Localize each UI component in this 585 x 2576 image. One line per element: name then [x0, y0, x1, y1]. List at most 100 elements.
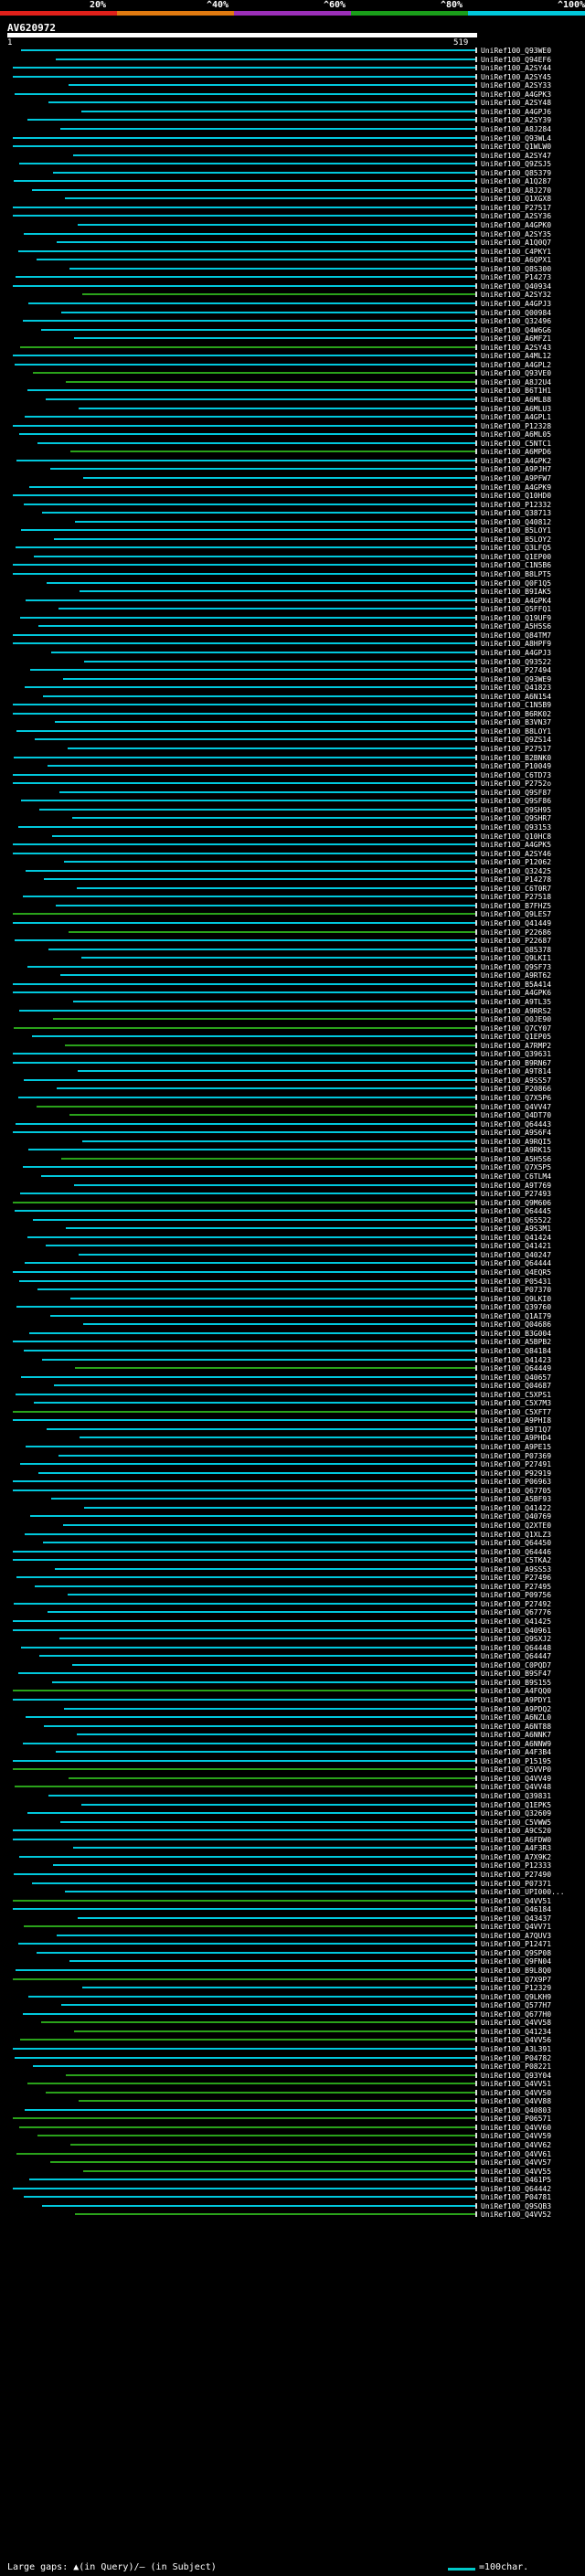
hit-bar[interactable] [65, 197, 477, 200]
hit-label[interactable]: UniRef100_A6ML88 [481, 396, 552, 404]
hit-label[interactable]: UniRef100_Q19UF9 [481, 613, 552, 622]
hit-label[interactable]: UniRef100_A2SY45 [481, 72, 552, 81]
hit-label[interactable]: UniRef100_A2SY33 [481, 81, 552, 90]
hit-bar[interactable] [20, 529, 477, 532]
hit-label[interactable]: UniRef100_A2SY35 [481, 229, 552, 239]
hit-bar[interactable] [82, 1987, 477, 1989]
hit-label[interactable]: UniRef100_Q4VV62 [481, 2141, 552, 2149]
hit-bar[interactable] [74, 2030, 477, 2032]
hit-bar[interactable] [74, 337, 477, 340]
hit-label[interactable]: UniRef100_Q4VV57 [481, 2158, 552, 2168]
hit-bar[interactable] [81, 110, 477, 112]
hit-label[interactable]: UniRef100_Q84184 [481, 1346, 552, 1355]
hit-bar[interactable] [24, 1532, 477, 1535]
hit-label[interactable]: UniRef100_A9PDQ2 [481, 1704, 552, 1713]
hit-label[interactable]: UniRef100_P27491 [481, 1460, 552, 1469]
hit-label[interactable]: UniRef100_Q67776 [481, 1608, 552, 1617]
hit-label[interactable]: UniRef100_A9PHD4 [481, 1434, 552, 1443]
hit-label[interactable]: UniRef100_Q9SF73 [481, 962, 552, 971]
hit-label[interactable]: UniRef100_Q4VV55 [481, 2167, 552, 2176]
hit-bar[interactable] [25, 599, 477, 601]
hit-bar[interactable] [12, 1419, 477, 1422]
hit-bar[interactable] [75, 1367, 477, 1370]
hit-bar[interactable] [47, 765, 477, 768]
hit-label[interactable]: UniRef100_A4F3B4 [481, 1748, 552, 1757]
hit-bar[interactable] [12, 1559, 477, 1562]
hit-bar[interactable] [12, 1410, 477, 1413]
hit-label[interactable]: UniRef100_P27518 [481, 893, 552, 902]
hit-bar[interactable] [46, 1427, 477, 1430]
hit-label[interactable]: UniRef100_Q1EP00 [481, 552, 552, 561]
hit-bar[interactable] [12, 1690, 477, 1692]
hit-bar[interactable] [54, 1384, 477, 1387]
hit-label[interactable]: UniRef100_P27495 [481, 1582, 552, 1591]
hit-bar[interactable] [56, 1751, 477, 1754]
hit-label[interactable]: UniRef100_A9S3M1 [481, 1224, 552, 1234]
hit-label[interactable]: UniRef100_P12062 [481, 858, 552, 867]
hit-bar[interactable] [36, 1951, 477, 1954]
hit-bar[interactable] [37, 2135, 477, 2137]
hit-label[interactable]: UniRef100_Q64450 [481, 1539, 552, 1548]
hit-label[interactable]: UniRef100_Q40934 [481, 281, 552, 291]
hit-label[interactable]: UniRef100_Q10HC8 [481, 832, 552, 841]
hit-label[interactable]: UniRef100_Q64445 [481, 1207, 552, 1216]
hit-bar[interactable] [18, 1855, 477, 1858]
hit-label[interactable]: UniRef100_Q93WE9 [481, 674, 552, 684]
hit-label[interactable]: UniRef100_A9PDY1 [481, 1695, 552, 1704]
hit-label[interactable]: UniRef100_Q9SF86 [481, 797, 552, 806]
hit-bar[interactable] [78, 224, 477, 226]
hit-bar[interactable] [38, 1655, 477, 1658]
hit-bar[interactable] [12, 2047, 477, 2050]
hit-bar[interactable] [17, 1672, 477, 1675]
hit-label[interactable]: UniRef100_A6MFZ1 [481, 334, 552, 344]
hit-bar[interactable] [38, 808, 477, 811]
hit-label[interactable]: UniRef100_A2SY32 [481, 291, 552, 300]
hit-bar[interactable] [70, 1297, 477, 1299]
hit-bar[interactable] [25, 1716, 477, 1719]
hit-bar[interactable] [18, 1279, 477, 1282]
hit-label[interactable]: UniRef100_Q9ZS14 [481, 736, 552, 745]
hit-bar[interactable] [27, 2083, 477, 2085]
hit-label[interactable]: UniRef100_Q93WL4 [481, 133, 552, 143]
hit-bar[interactable] [47, 1611, 477, 1614]
hit-bar[interactable] [29, 1515, 477, 1518]
hit-label[interactable]: UniRef100_B7FHZ5 [481, 901, 552, 910]
hit-label[interactable]: UniRef100_Q43437 [481, 1913, 552, 1923]
hit-label[interactable]: UniRef100_A9TL35 [481, 997, 552, 1006]
hit-bar[interactable] [48, 948, 477, 950]
hit-bar[interactable] [68, 747, 477, 749]
hit-bar[interactable] [20, 1646, 477, 1648]
hit-label[interactable]: UniRef100_P20866 [481, 1085, 552, 1094]
hit-label[interactable]: UniRef100_B9SF47 [481, 1670, 552, 1679]
hit-label[interactable]: UniRef100_A9T814 [481, 1067, 552, 1076]
hit-label[interactable]: UniRef100_P10049 [481, 762, 552, 771]
hit-bar[interactable] [16, 1576, 477, 1579]
hit-label[interactable]: UniRef100_Q9SP08 [481, 1948, 552, 1957]
hit-bar[interactable] [15, 1122, 477, 1125]
hit-bar[interactable] [52, 1018, 477, 1021]
hit-bar[interactable] [61, 311, 477, 313]
hit-label[interactable]: UniRef100_Q677H0 [481, 2009, 552, 2019]
hit-bar[interactable] [12, 355, 477, 357]
hit-bar[interactable] [22, 1742, 477, 1744]
hit-label[interactable]: UniRef100_Q461P5 [481, 2176, 552, 2185]
hit-label[interactable]: UniRef100_A4GPL2 [481, 360, 552, 369]
hit-bar[interactable] [40, 328, 477, 331]
hit-label[interactable]: UniRef100_UPI000... [481, 1888, 565, 1897]
hit-label[interactable]: UniRef100_Q4VV49 [481, 1774, 552, 1783]
hit-bar[interactable] [12, 424, 477, 427]
hit-bar[interactable] [12, 1908, 477, 1911]
hit-bar[interactable] [46, 581, 477, 584]
hit-label[interactable]: UniRef100_P27492 [481, 1599, 552, 1608]
hit-label[interactable]: UniRef100_A4FQQ0 [481, 1687, 552, 1696]
hit-label[interactable]: UniRef100_C5NTC1 [481, 439, 552, 448]
hit-label[interactable]: UniRef100_P07369 [481, 1451, 552, 1460]
hit-label[interactable]: UniRef100_B8LOY1 [481, 726, 552, 736]
hit-bar[interactable] [63, 1523, 477, 1526]
hit-bar[interactable] [72, 817, 477, 820]
hit-label[interactable]: UniRef100_A8J2U4 [481, 377, 552, 387]
hit-bar[interactable] [12, 215, 477, 217]
hit-bar[interactable] [12, 1899, 477, 1902]
hit-label[interactable]: UniRef100_A4GPJ6 [481, 107, 552, 116]
hit-label[interactable]: UniRef100_C5X7M3 [481, 1399, 552, 1408]
